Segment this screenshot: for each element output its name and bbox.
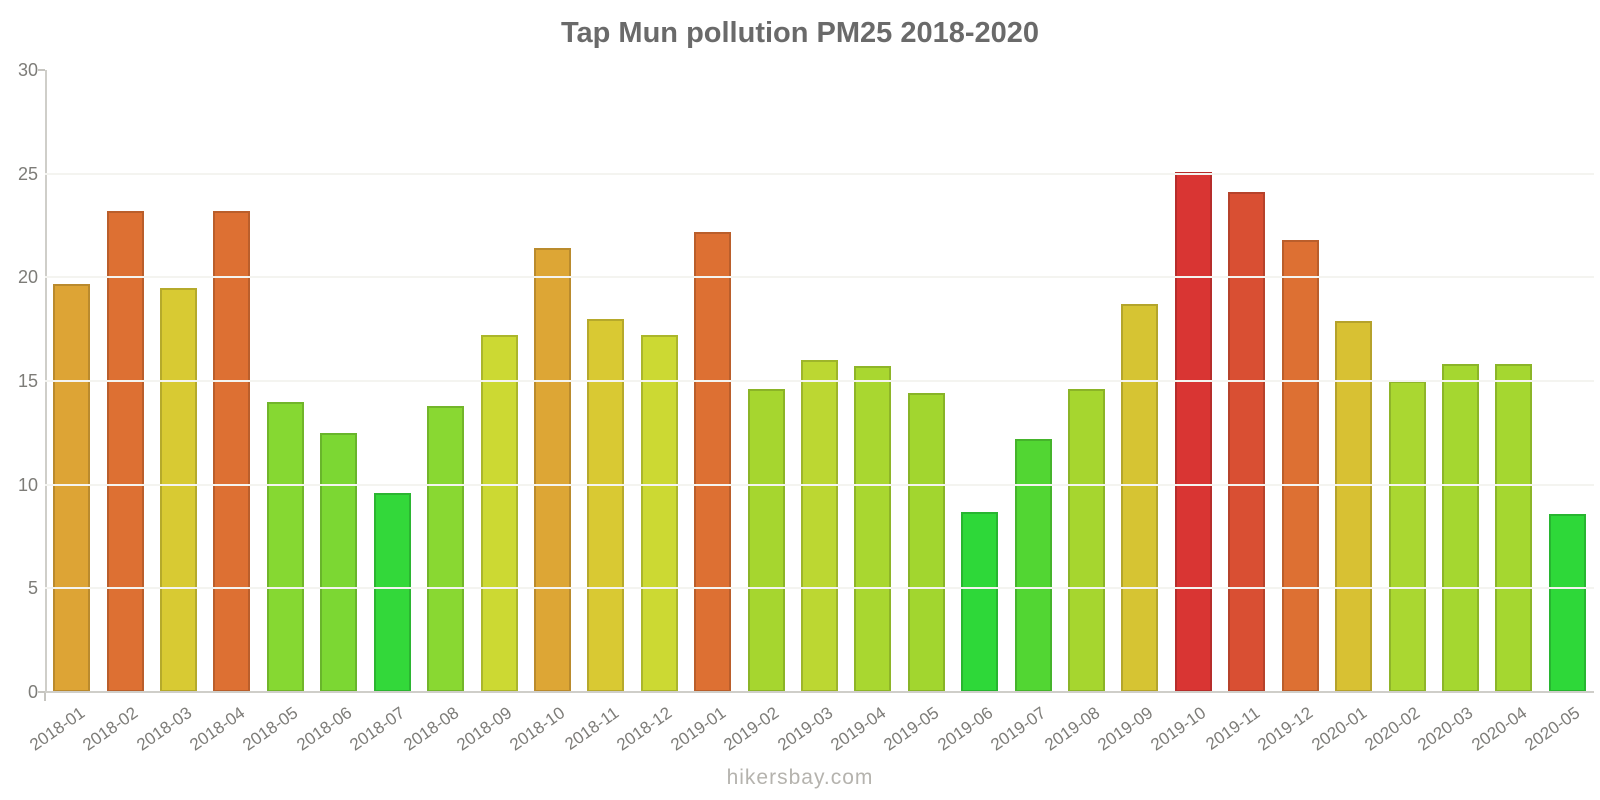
bar-2018-03[interactable] [160,287,198,692]
bar-2019-03[interactable] [801,360,838,692]
gridline-15 [45,380,1594,382]
bar-2019-09[interactable] [1121,304,1159,692]
bar-2019-04[interactable] [854,366,892,692]
gridline-5 [45,587,1594,590]
bar-2020-02[interactable] [1388,381,1426,692]
bar-2019-05[interactable] [907,393,945,692]
chart-title: Tap Mun pollution PM25 2018-2020 [560,17,1040,49]
bar-2019-02[interactable] [747,389,785,692]
bar-2018-05[interactable] [266,401,304,692]
y-axis-label-25: 25 [17,163,38,184]
bar-2020-03[interactable] [1441,364,1479,692]
watermark: hikersbay.com [726,766,874,789]
bar-2018-06[interactable] [320,432,358,692]
bar-2018-01[interactable] [53,283,91,692]
y-axis-label-5: 5 [27,578,38,599]
bar-2018-09[interactable] [480,335,518,692]
y-axis-label-20: 20 [17,267,38,288]
bar-2018-07[interactable] [373,492,411,692]
x-axis [38,691,1594,693]
bar-2020-01[interactable] [1335,320,1373,692]
bar-2020-04[interactable] [1495,364,1533,692]
bar-2019-07[interactable] [1014,439,1052,692]
bar-2018-10[interactable] [533,248,571,692]
x-axis-tick-start [44,692,46,701]
bar-2019-12[interactable] [1281,240,1319,692]
bar-2019-01[interactable] [694,231,732,692]
y-axis-tick-30 [38,69,45,71]
bar-2018-08[interactable] [427,405,465,692]
gridline-25 [45,172,1594,175]
gridline-10 [45,483,1594,486]
gridline-20 [45,276,1594,279]
bar-2019-08[interactable] [1068,389,1106,692]
y-axis-label-30: 30 [17,60,38,80]
y-axis-label-10: 10 [17,474,38,495]
bar-2020-05[interactable] [1548,513,1586,692]
bar-2019-11[interactable] [1228,192,1266,692]
bar-2018-02[interactable] [106,210,144,692]
bar-2019-06[interactable] [961,511,999,692]
bar-2018-12[interactable] [640,335,678,692]
y-axis-label-15: 15 [17,371,38,391]
bar-2018-11[interactable] [587,318,625,692]
y-axis-tick-0 [38,691,45,693]
y-axis-label-0: 0 [27,682,38,702]
bar-2018-04[interactable] [213,210,251,692]
bar-2019-10[interactable] [1174,171,1212,692]
